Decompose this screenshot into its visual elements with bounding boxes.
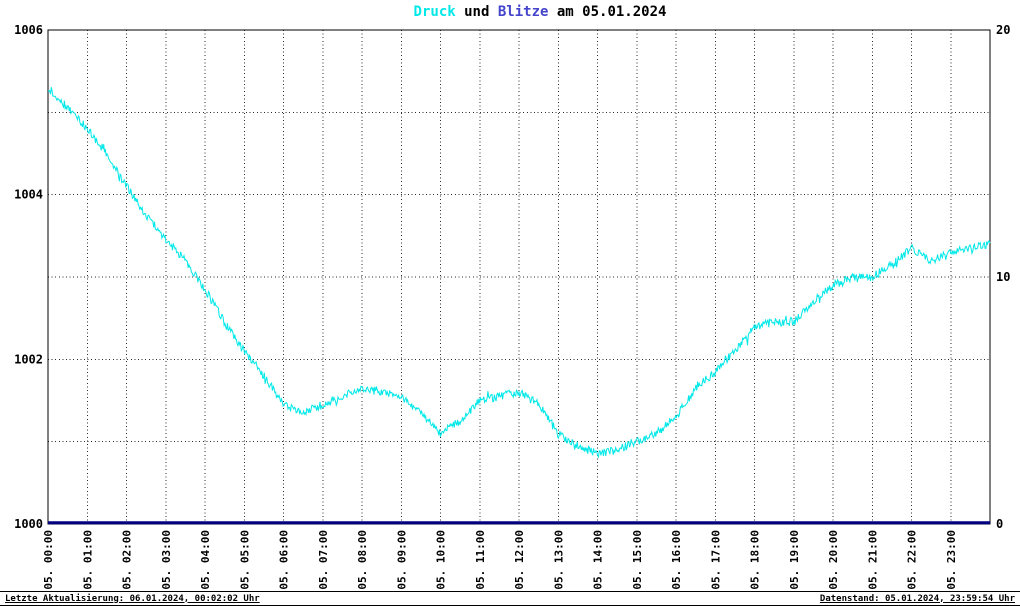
x-tick-label: 05. 06:00 [278,530,291,590]
title-connector: und [455,4,498,20]
x-tick-label: 05. 23:00 [945,530,958,590]
x-tick-label: 05. 20:00 [827,530,840,590]
x-tick-label: 05. 10:00 [435,530,448,590]
x-tick-label: 05. 08:00 [356,530,369,590]
data-state-text: Datenstand: 05.01.2024, 23:59:54 Uhr [819,593,1015,604]
x-tick-label: 05. 09:00 [395,530,408,590]
y-left-tick-label: 1002 [14,352,43,366]
x-tick-label: 05. 13:00 [552,530,565,590]
y-left-tick-label: 1000 [14,517,43,531]
druck-line [47,87,991,459]
x-tick-label: 05. 19:00 [788,530,801,590]
x-tick-label: 05. 12:00 [513,530,526,590]
last-update-text: Letzte Aktualisierung: 06.01.2024, 00:02… [5,593,260,604]
x-tick-label: 05. 16:00 [670,530,683,590]
chart-title: Druck und Blitze am 05.01.2024 [60,4,1020,20]
x-tick-label: 05. 21:00 [866,530,879,590]
x-tick-label: 05. 01:00 [81,530,94,590]
x-tick-label: 05. 07:00 [317,530,330,590]
x-tick-label: 05. 18:00 [749,530,762,590]
x-tick-label: 05. 11:00 [474,530,487,590]
x-tick-label: 05. 14:00 [592,530,605,590]
title-series-blitze: Blitze [497,4,549,20]
x-tick-label: 05. 22:00 [906,530,919,590]
x-tick-label: 05. 00:00 [42,530,55,590]
y-right-tick-label: 0 [996,517,1003,531]
y-right-tick-label: 10 [996,270,1010,284]
y-left-tick-label: 1006 [14,23,43,37]
y-right-tick-label: 20 [996,23,1010,37]
title-date: am 05.01.2024 [548,4,667,20]
druck-blitze-chart: 1000 1002 1004 1006 0 10 20 05. 00:00 05. 01:00 0… [14,23,1010,590]
x-tick-label: 05. 03:00 [160,530,173,590]
x-tick-label: 05. 17:00 [709,530,722,590]
x-tick-label: 05. 02:00 [121,530,134,590]
x-tick-label: 05. 04:00 [199,530,212,590]
x-tick-label: 05. 15:00 [631,530,644,590]
title-series-druck: Druck [413,4,456,20]
footer-bar: Letzte Aktualisierung: 06.01.2024, 00:02… [0,591,1020,606]
x-tick-label: 05. 05:00 [238,530,251,590]
y-left-tick-label: 1004 [14,188,43,202]
